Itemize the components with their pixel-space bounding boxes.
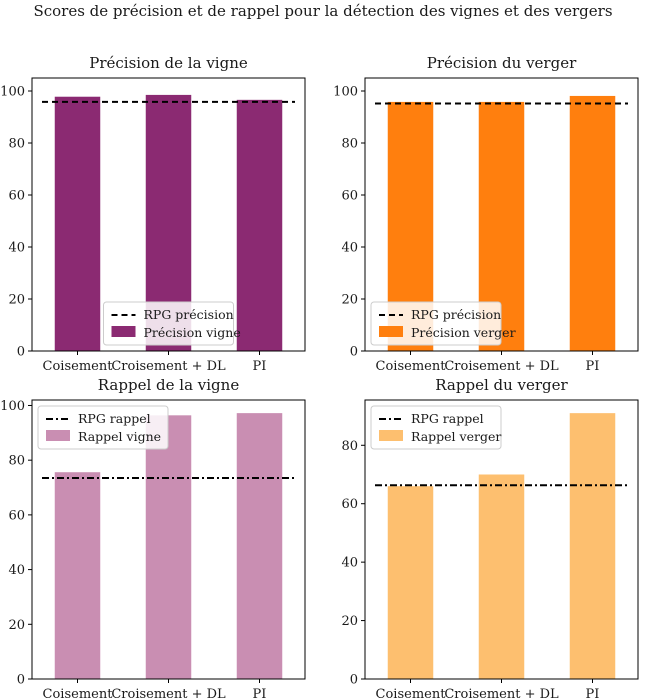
bar [569,95,616,351]
bar [236,99,283,351]
panel-title: Rappel du verger [435,376,568,394]
x-tick-label: Croisement + DL [444,687,559,700]
y-tick-label: 60 [341,189,358,204]
bar [54,96,101,351]
bar [478,474,525,679]
x-tick-label: Coisement [43,687,114,700]
x-tick-label: Croisement + DL [111,687,226,700]
y-tick-label: 40 [341,241,358,256]
legend-label: Précision verger [411,325,516,340]
panel-title: Rappel de la vigne [98,376,240,394]
y-tick-label: 80 [341,137,358,152]
legend: RPG rappel Rappel verger [370,405,502,450]
x-tick-label: PI [586,359,600,374]
bar [569,413,616,679]
legend-bar-swatch [379,430,403,441]
figure-suptitle: Scores de précision et de rappel pour la… [33,2,612,20]
y-tick-label: 40 [8,241,25,256]
y-tick-label: 80 [8,454,25,469]
bar [145,415,192,679]
y-tick-label: 60 [8,189,25,204]
bar [54,472,101,679]
legend-label: RPG précision [411,307,501,322]
y-tick-label: 100 [333,85,358,100]
bar [387,486,434,679]
x-tick-label: Croisement + DL [111,359,226,374]
panel-title: Précision de la vigne [89,54,248,72]
y-tick-label: 0 [350,673,358,688]
legend-frame [103,301,234,346]
y-tick-label: 40 [341,556,358,571]
x-tick-label: Coisement [376,359,447,374]
y-tick-label: 20 [341,614,358,629]
y-tick-label: 0 [350,345,358,360]
y-tick-label: 100 [0,399,25,414]
legend: RPG rappel Rappel vigne [37,405,169,450]
y-tick-label: 0 [17,345,25,360]
y-tick-label: 20 [8,618,25,633]
x-tick-label: Coisement [376,687,447,700]
x-tick-label: PI [253,687,267,700]
chart-panel: Rappel du verger 0 20 40 60 80 CoisementCroise… [341,376,639,700]
x-tick-label: Coisement [43,359,114,374]
legend-label: RPG rappel [78,411,151,426]
legend-bar-swatch [111,326,136,337]
chart-panel: Rappel de la vigne 0 20 40 60 80 100 CoisementC… [0,376,306,700]
y-tick-label: 40 [8,563,25,578]
legend-label: Rappel verger [411,429,501,444]
x-tick-label: PI [586,687,600,700]
legend-bar-swatch [379,326,403,337]
y-tick-label: 20 [8,293,25,308]
legend: RPG précision Précision verger [370,301,516,346]
chart-panel: Précision du verger 0 20 40 60 80 100 Coisement… [333,54,639,374]
y-tick-label: 60 [341,497,358,512]
chart-panel: Précision de la vigne 0 20 40 60 80 100 Coiseme… [0,54,306,374]
y-tick-label: 60 [8,508,25,523]
y-tick-label: 80 [8,137,25,152]
x-tick-label: PI [253,359,267,374]
y-tick-label: 80 [341,439,358,454]
legend-label: RPG rappel [411,411,484,426]
y-tick-label: 0 [17,673,25,688]
bar [236,413,283,679]
legend-frame [37,405,169,450]
legend-frame [370,405,502,450]
y-tick-label: 20 [341,293,358,308]
legend-label: Rappel vigne [78,429,161,444]
legend-bar-swatch [46,430,70,441]
x-tick-label: Croisement + DL [444,359,559,374]
legend-label: Précision vigne [144,325,241,340]
legend-label: RPG précision [144,307,234,322]
panel-title: Précision du verger [427,54,577,72]
legend: RPG précision Précision vigne [103,301,241,346]
legend-frame [370,301,502,346]
y-tick-label: 100 [0,85,25,100]
